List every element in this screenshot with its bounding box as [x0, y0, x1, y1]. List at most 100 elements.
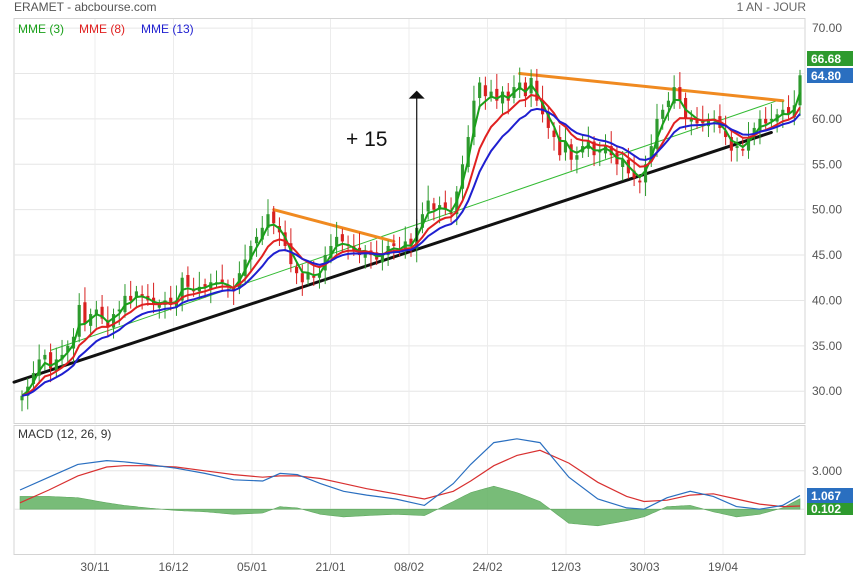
candle-body: [598, 150, 602, 153]
candle-body: [752, 127, 756, 135]
candle-body: [741, 148, 745, 151]
candle-body: [781, 109, 785, 115]
annotation-plus-15: + 15: [346, 128, 387, 151]
candle-body: [83, 302, 87, 324]
candle-body: [541, 100, 545, 115]
candle-body: [340, 234, 344, 242]
candle-body: [111, 314, 116, 328]
candle-body: [300, 273, 304, 283]
candle-body: [575, 155, 579, 160]
candle-body: [724, 130, 728, 138]
candle-body: [786, 107, 791, 115]
candle-body: [518, 82, 522, 90]
candle-body: [798, 75, 802, 106]
price-badge-high-bg: [807, 51, 853, 66]
macd-lines: [19, 438, 801, 510]
candle-body: [672, 87, 676, 104]
period-label: 1 AN - JOUR: [737, 0, 807, 14]
price-tick-label: 30.00: [812, 384, 842, 398]
candle-body: [409, 238, 413, 246]
macd-line: [19, 438, 801, 510]
candle-body: [317, 273, 322, 278]
candle-body: [106, 321, 110, 328]
x-tick-label: 05/01: [237, 560, 267, 574]
candle-body: [483, 85, 487, 97]
x-tick-label: 16/12: [158, 560, 188, 574]
ema-line-8: [21, 93, 801, 397]
candle-body: [254, 236, 259, 244]
macd-badge-macd: 1.067: [811, 489, 841, 503]
candle-body: [54, 359, 58, 372]
candle-body: [489, 91, 493, 97]
candle-body: [758, 118, 762, 131]
candle-body: [655, 118, 659, 149]
candle-body: [769, 118, 773, 121]
candle-body: [603, 146, 608, 154]
candle-body: [31, 373, 36, 384]
candle-body: [266, 214, 270, 228]
legend-mme13: MME (13): [141, 22, 194, 36]
candle-body: [706, 118, 711, 127]
candle-body: [649, 146, 653, 162]
ema-lines: [21, 83, 801, 397]
candle-body: [329, 245, 333, 258]
ema-line-3: [21, 83, 801, 397]
candle-body: [523, 82, 527, 97]
candle-body: [621, 159, 625, 167]
candle-body: [295, 266, 299, 274]
candle-body: [117, 309, 121, 312]
candle-body: [500, 91, 505, 104]
candle-body: [546, 111, 550, 128]
candle-body: [203, 284, 207, 287]
price-tick-label: 55.00: [812, 157, 842, 171]
candle-body: [312, 275, 316, 278]
price-tick-label: 70.00: [812, 21, 842, 35]
price-tick-label: 60.00: [812, 112, 842, 126]
candle-body: [563, 141, 568, 153]
ema-line-13: [21, 107, 801, 397]
candle-body: [443, 202, 447, 210]
candle-body: [432, 203, 436, 210]
candle-body: [20, 395, 24, 401]
candle-body: [592, 141, 596, 156]
candle-body: [495, 88, 499, 101]
candle-body: [220, 279, 224, 283]
price-badge-high: 66.68: [811, 52, 841, 66]
candle-body: [272, 211, 276, 224]
candle-body: [37, 359, 41, 376]
candle-body: [66, 345, 70, 353]
candle-body: [764, 118, 768, 124]
candle-body: [558, 137, 562, 156]
price-tick-label: 35.00: [812, 339, 842, 353]
candle-body: [638, 180, 642, 183]
candle-body: [157, 304, 161, 308]
candle-body: [678, 87, 682, 101]
candle-body: [426, 200, 430, 212]
macd-badge-macd-bg: [807, 488, 853, 503]
candle-body: [186, 275, 190, 287]
macd-badge-signal-bg: [807, 502, 853, 515]
x-tick-label: 30/03: [629, 560, 659, 574]
trendline-resistance: [272, 208, 396, 243]
x-tick-label: 08/02: [394, 560, 424, 574]
x-tick-label: 21/01: [315, 560, 345, 574]
candle-body: [466, 137, 470, 167]
price-badge-last-bg: [807, 68, 853, 83]
candle-body: [661, 109, 665, 119]
candle-body: [94, 309, 98, 315]
candle-body: [472, 100, 476, 138]
candle-body: [129, 295, 133, 301]
candle-body: [643, 164, 648, 183]
candle-body: [420, 214, 425, 228]
candle-body: [289, 243, 293, 265]
candle-body: [43, 354, 47, 360]
x-tick-label: 24/02: [472, 560, 502, 574]
candle-body: [380, 255, 384, 263]
arrow-head: [408, 90, 425, 99]
trendline-resistance: [518, 71, 785, 103]
candle-body: [249, 245, 253, 260]
y-axis: 70.0065.0060.0055.0050.0045.0040.0035.00…: [812, 21, 842, 516]
x-axis: 30/11 16/12 05/01 21/01 08/02 24/02 12/03 30/03…: [80, 560, 738, 574]
price-tick-label: 40.00: [812, 293, 842, 307]
